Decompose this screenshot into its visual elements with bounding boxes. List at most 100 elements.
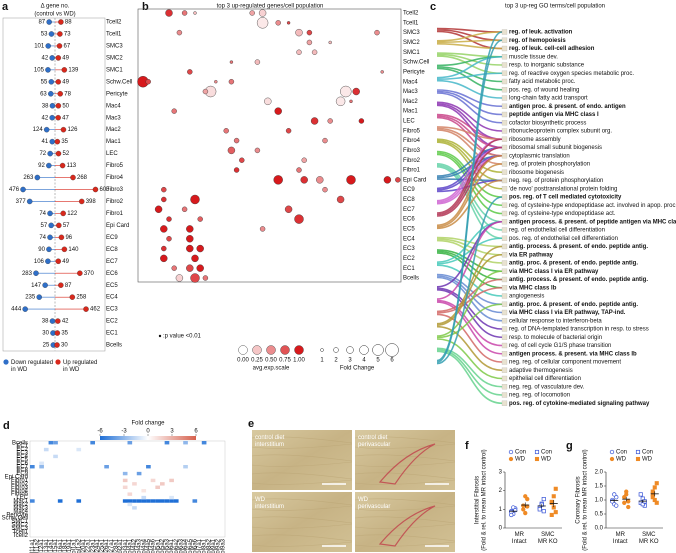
image-caption: control diet perivascular [358,435,390,448]
panel-letter: c [430,1,436,13]
value-label: 47 [62,115,69,121]
dot [57,91,63,97]
expression-dot [258,9,267,17]
expression-dot [306,29,313,36]
dot [20,186,26,193]
expression-dot [273,175,283,185]
heatmap-cell [53,441,58,445]
value-label: 35 [61,331,68,337]
column-label: Col26a1 [104,538,110,553]
tissue-fiber [354,498,456,506]
column-label: Col9a1 [211,538,217,553]
go-link [436,253,503,326]
heatmap-cell [132,506,137,510]
row-label: EC3 [403,246,415,252]
go-term: antig. proc. & present. of endo. peptide… [509,261,638,267]
dot [55,150,62,157]
heatmap-cell [164,499,170,503]
expression-dot [300,176,308,184]
image-caption: WD interstitium [255,497,284,510]
term-swatch [501,153,508,159]
go-link [436,276,503,322]
expression-dot [190,273,200,283]
category-label: SMC2 [106,55,123,61]
row-label: Epi Card [403,177,426,183]
expression-dot [202,275,209,281]
term-swatch [501,210,508,217]
y-subtitle: (Fold & rel. to mean MR intact control) [583,449,589,550]
tissue-fiber [251,479,353,485]
heatmap-cell [76,447,82,452]
go-term: pos. reg. of endothelial cell differenti… [509,236,618,242]
panel-letter: g [566,440,573,452]
column-label: Col5a1 [155,538,161,553]
y-tick-label: 1.5 [595,484,604,490]
term-swatch [501,293,508,299]
term-swatch [501,400,508,406]
go-link [436,146,503,216]
row-label: EC9 [16,471,28,477]
go-term: angiogenesis [509,294,544,300]
category-label: Bcells [106,343,122,349]
data-point [626,499,631,504]
row-label: Mac4 [403,79,418,85]
go-link [436,127,503,157]
row-label: Tcell1 [13,529,29,535]
dot [49,55,55,61]
dot [45,258,51,265]
row-label: Mac2 [13,502,28,508]
term-swatch [501,62,508,68]
value-label: 30 [61,343,68,349]
dot [45,67,51,73]
go-term: neg. reg. of protein phosphorylation [509,178,603,184]
go-term: pos. reg. of wound healing [509,87,579,93]
category-label: EC7 [106,259,118,265]
dot [48,91,54,97]
go-link [436,67,503,91]
column-label: Col4a6 [151,538,157,553]
term-swatch [501,144,508,151]
column-label: Col7a1 [197,538,203,553]
go-term: reg. of reactive oxygen species metaboli… [509,71,634,77]
expression-dot [191,254,199,263]
term-swatch [501,70,508,76]
term-swatch [501,169,508,175]
tissue-fiber [251,541,353,547]
column-label: Col1a2 [76,538,82,553]
go-link [436,275,503,314]
expression-dot [239,157,245,163]
value-label: 57 [63,223,70,229]
go-term: epithelial cell differentiation [509,376,581,382]
collagen-stain [378,505,436,547]
term-swatch [501,301,508,307]
expression-dot [380,70,384,74]
row-label: Mac1 [13,499,28,505]
value-label: 67 [63,44,70,50]
column-label: Col4a3 [137,538,143,553]
value-label: 283 [22,271,33,277]
tissue-fiber [354,436,456,444]
term-swatch [501,318,508,324]
column-label: Col8a1 [202,538,208,553]
legend-label: Con [515,450,526,456]
exp-legend-label: 0.50 [265,358,277,364]
fold-legend-dot [320,348,324,352]
go-link [436,138,503,214]
histology-image [252,492,352,552]
expression-dot [383,176,392,184]
go-link [436,220,503,300]
go-link [436,55,503,79]
expression-dot [197,216,203,222]
colorbar-tick-label: -6 [97,429,103,435]
go-link [436,92,503,124]
heatmap-cell [48,441,54,445]
value-label: 105 [34,67,45,73]
row-label: LEC [403,119,415,125]
heatmap-cell [127,441,133,445]
value-label: 126 [67,127,78,133]
column-label: Col15a1 [53,538,59,553]
term-swatch [501,260,508,266]
dot [49,114,55,121]
column-label: Col5a2 [160,538,166,553]
panel-letter: e [248,418,254,430]
